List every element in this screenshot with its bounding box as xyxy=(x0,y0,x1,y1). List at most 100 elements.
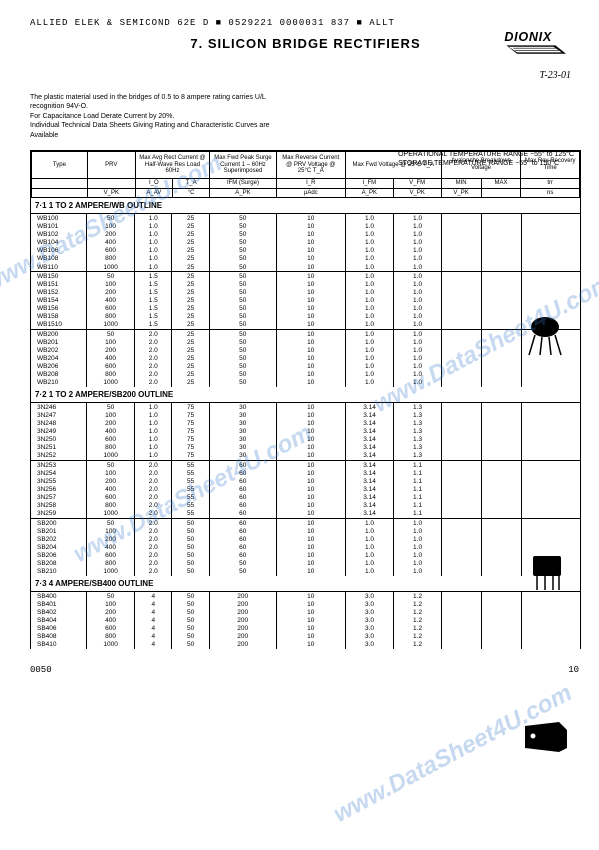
page: ALLIED ELEK & SEMICOND 62E D ■ 0529221 0… xyxy=(0,0,599,659)
table-cell: 1.0 xyxy=(394,313,442,321)
table-cell: 10 xyxy=(276,641,345,649)
table-cell xyxy=(482,592,522,600)
table-cell xyxy=(482,313,522,321)
table-cell: 1.2 xyxy=(394,641,442,649)
table-cell: WB104 xyxy=(31,239,87,247)
table-cell xyxy=(482,230,522,238)
table-cell: 1.0 xyxy=(394,222,442,230)
table-cell: 50 xyxy=(172,560,209,568)
doc-code: T-23-01 xyxy=(540,70,571,81)
table-cell xyxy=(442,288,482,296)
table-cell xyxy=(442,355,482,363)
table-cell: 1.0 xyxy=(346,305,394,313)
table-cell: 10 xyxy=(276,568,345,576)
table-cell: 2.0 xyxy=(135,330,172,339)
table-cell: 4 xyxy=(135,616,172,624)
table-cell: 25 xyxy=(172,313,209,321)
table-row: SB2011002.05060101.01.0 xyxy=(31,527,581,535)
table-cell: 3N253 xyxy=(31,461,87,470)
col-unit: MIN xyxy=(441,178,481,188)
table-cell: 50 xyxy=(209,222,276,230)
table-cell: 1.1 xyxy=(394,494,442,502)
table-cell: 3.14 xyxy=(346,494,394,502)
table-cell xyxy=(522,544,581,552)
table-cell: 200 xyxy=(209,600,276,608)
table-cell: 600 xyxy=(87,363,135,371)
table-cell: 1.0 xyxy=(346,552,394,560)
table-cell: 30 xyxy=(209,428,276,436)
table-cell: 50 xyxy=(172,527,209,535)
table-cell xyxy=(522,452,581,461)
table-cell: 1.0 xyxy=(346,280,394,288)
table-cell: SB208 xyxy=(31,560,87,568)
table-cell xyxy=(482,469,522,477)
table-cell: 50 xyxy=(87,214,135,222)
table-cell: 1000 xyxy=(87,321,135,330)
table-row: 3N2482001.07530103.141.3 xyxy=(31,419,581,427)
table-cell xyxy=(482,502,522,510)
table-cell xyxy=(482,535,522,543)
col-unit: I_R xyxy=(276,178,345,188)
table-cell: 2.0 xyxy=(135,527,172,535)
table-cell: 1.0 xyxy=(346,321,394,330)
table-cell xyxy=(442,272,482,281)
table-cell: 3N249 xyxy=(31,428,87,436)
table-cell: 3N257 xyxy=(31,494,87,502)
table-row: SB2088002.05050101.01.0 xyxy=(31,560,581,568)
table-cell: 1.0 xyxy=(346,371,394,379)
table-cell xyxy=(522,428,581,436)
table-row: WB2022002.02550101.01.0 xyxy=(31,346,581,354)
table-cell xyxy=(482,371,522,379)
table-cell: WB151 xyxy=(31,280,87,288)
table-cell: SB202 xyxy=(31,535,87,543)
table-cell: 200 xyxy=(209,592,276,600)
table-cell: 2.0 xyxy=(135,469,172,477)
table-cell: WB210 xyxy=(31,379,87,387)
table-cell: 50 xyxy=(209,255,276,263)
table-cell xyxy=(522,469,581,477)
table-cell xyxy=(442,560,482,568)
table-cell: 25 xyxy=(172,288,209,296)
table-cell xyxy=(442,600,482,608)
table-row: 3N2552002.05560103.141.1 xyxy=(31,477,581,485)
table-cell: 50 xyxy=(209,371,276,379)
table-cell: 25 xyxy=(172,222,209,230)
table-cell: SB201 xyxy=(31,527,87,535)
col-header: PRV xyxy=(87,152,135,179)
table-cell: 10 xyxy=(276,477,345,485)
table-cell xyxy=(522,239,581,247)
table-cell: 50 xyxy=(87,461,135,470)
table-cell: 75 xyxy=(172,436,209,444)
table-cell: WB102 xyxy=(31,230,87,238)
table-cell: 1.0 xyxy=(346,560,394,568)
table-cell xyxy=(442,222,482,230)
table-cell: 50 xyxy=(172,519,209,528)
table-cell xyxy=(442,502,482,510)
table-cell: 400 xyxy=(87,239,135,247)
table-cell: 1.0 xyxy=(394,355,442,363)
table-cell: 1.0 xyxy=(394,214,442,222)
table-row: 3N2576002.05560103.141.1 xyxy=(31,494,581,502)
table-cell: 1.0 xyxy=(346,313,394,321)
table-cell: 1.1 xyxy=(394,477,442,485)
table-row: WB2044002.02550101.01.0 xyxy=(31,355,581,363)
table-cell: 1.0 xyxy=(394,527,442,535)
table-cell xyxy=(442,552,482,560)
table-cell xyxy=(522,519,581,528)
table-cell: 30 xyxy=(209,436,276,444)
table-row: SB200502.05060101.01.0 xyxy=(31,519,581,528)
table-cell: 1000 xyxy=(87,452,135,461)
table-cell: 10 xyxy=(276,247,345,255)
table-row: 3N246501.07530103.141.3 xyxy=(31,403,581,411)
table-cell: SB406 xyxy=(31,625,87,633)
table-cell: 50 xyxy=(172,633,209,641)
table-cell: 3.0 xyxy=(346,625,394,633)
table-cell: 50 xyxy=(209,305,276,313)
table-cell: 30 xyxy=(209,444,276,452)
table-cell xyxy=(442,255,482,263)
table-row: SB21010002.05050101.01.0 xyxy=(31,568,581,576)
col-header: Max Fwd Peak Surge Current 1 – 60Hz Supe… xyxy=(210,152,277,179)
table-cell: 3.14 xyxy=(346,477,394,485)
table-row: WB2088002.02550101.01.0 xyxy=(31,371,581,379)
table-cell: 3N252 xyxy=(31,452,87,461)
